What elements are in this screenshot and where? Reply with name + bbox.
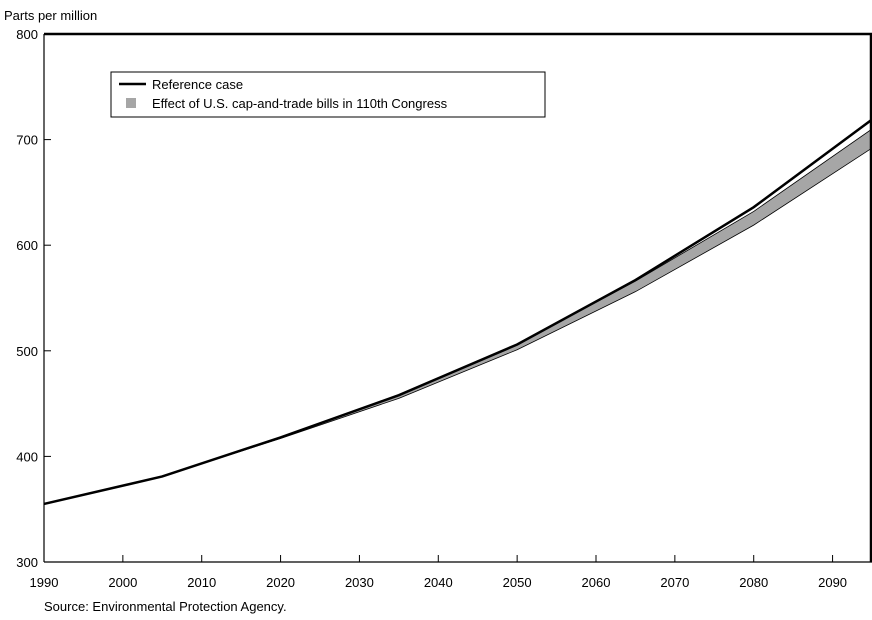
y-tick-label: 500 xyxy=(16,344,38,359)
x-tick-label: 2040 xyxy=(424,575,453,590)
x-tick-label: 1990 xyxy=(30,575,59,590)
x-tick-label: 2030 xyxy=(345,575,374,590)
y-tick-label: 700 xyxy=(16,133,38,148)
reference-case-line xyxy=(43,118,872,506)
x-tick-label: 2020 xyxy=(266,575,295,590)
y-tick-label: 600 xyxy=(16,238,38,253)
x-tick-label: 2010 xyxy=(187,575,216,590)
legend-band-label: Effect of U.S. cap-and-trade bills in 11… xyxy=(152,96,448,111)
legend-box xyxy=(110,71,546,118)
y-unit-label: Parts per million xyxy=(4,8,97,23)
legend-reference-label: Reference case xyxy=(152,77,243,92)
source-note: Source: Environmental Protection Agency. xyxy=(44,599,287,614)
legend: Reference case Effect of U.S. cap-and-tr… xyxy=(110,71,546,118)
x-tick-label: 2080 xyxy=(739,575,768,590)
legend-band-swatch-icon xyxy=(126,98,136,108)
x-tick-label: 2060 xyxy=(582,575,611,590)
x-tick-label: 2070 xyxy=(660,575,689,590)
x-tick-label: 2090 xyxy=(818,575,847,590)
y-tick-label: 400 xyxy=(16,449,38,464)
plot-area xyxy=(43,118,872,506)
y-tick-label: 300 xyxy=(16,555,38,570)
x-tick-label: 2050 xyxy=(503,575,532,590)
x-tick-label: 2000 xyxy=(108,575,137,590)
cap-and-trade-band xyxy=(43,128,872,505)
axes: 300 400 500 600 700 800 1990 2000 2010 2020 2030 20… xyxy=(16,27,872,590)
y-tick-label: 800 xyxy=(16,27,38,42)
